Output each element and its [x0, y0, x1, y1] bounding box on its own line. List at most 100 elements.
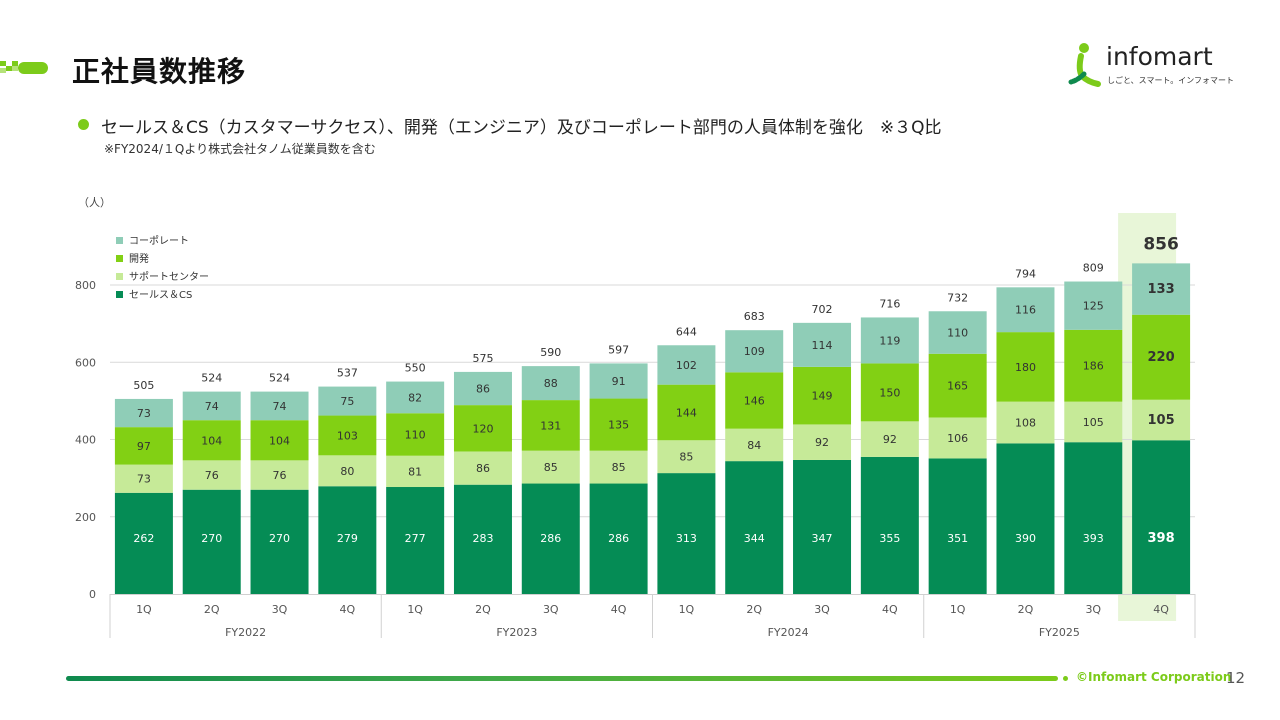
segment-label: 109	[744, 345, 765, 358]
bar-segment-support	[1064, 401, 1123, 443]
title-decoration	[0, 60, 48, 74]
group-label: FY2023	[496, 626, 537, 639]
group-label: FY2022	[225, 626, 266, 639]
bar-segment-corporate	[657, 345, 716, 385]
bar-segment-corporate	[928, 311, 987, 354]
segment-label: 75	[340, 395, 354, 408]
segment-label: 85	[679, 451, 693, 464]
segment-label: 283	[472, 532, 493, 545]
bar-segment-corporate	[250, 391, 309, 421]
bar-segment-dev	[114, 427, 173, 465]
segment-label: 114	[812, 339, 833, 352]
x-tick-label: 1Q	[136, 603, 152, 616]
segment-label: 73	[137, 473, 151, 486]
bar-segment-dev	[453, 405, 512, 452]
bar-segment-support	[928, 417, 987, 459]
segment-label: 73	[137, 407, 151, 420]
bar-segment-sales-cs	[657, 473, 716, 594]
x-tick-label: 2Q	[475, 603, 491, 616]
total-label: 505	[133, 379, 154, 392]
bar-segment-support	[318, 455, 377, 487]
segment-label: 92	[815, 436, 829, 449]
segment-label: 105	[1083, 416, 1104, 429]
segment-label: 144	[676, 406, 697, 419]
group-label: FY2024	[768, 626, 809, 639]
bar-segment-dev	[996, 332, 1055, 402]
segment-label: 150	[879, 386, 900, 399]
segment-label: 313	[676, 532, 697, 545]
y-tick-label: 0	[89, 588, 96, 601]
y-tick-label: 600	[75, 356, 96, 369]
total-label: 524	[269, 372, 290, 385]
total-label: 732	[947, 291, 968, 304]
y-tick-label: 200	[75, 511, 96, 524]
y-tick-label: 400	[75, 434, 96, 447]
legend-item: コーポレート	[116, 235, 189, 247]
bar-segment-corporate	[1132, 263, 1191, 315]
bar-segment-dev	[250, 420, 309, 461]
legend-item: セールス＆CS	[116, 289, 192, 301]
segment-label: 104	[201, 434, 222, 447]
segment-label: 81	[408, 465, 422, 478]
page-number: 12	[1226, 669, 1246, 687]
total-label: 550	[405, 362, 426, 375]
segment-label: 76	[205, 469, 219, 482]
bar-segment-corporate	[860, 317, 919, 364]
bar-segment-corporate	[521, 366, 580, 401]
segment-label: 119	[879, 334, 900, 347]
x-tick-label: 1Q	[407, 603, 423, 616]
total-label: 524	[201, 372, 222, 385]
bar-segment-corporate	[182, 391, 241, 421]
segment-label: 347	[812, 532, 833, 545]
segment-label: 125	[1083, 300, 1104, 313]
legend-label: コーポレート	[129, 235, 189, 247]
segment-label: 131	[540, 419, 561, 432]
bar-segment-sales-cs	[793, 459, 852, 594]
segment-label: 86	[476, 462, 490, 475]
x-tick-label: 3Q	[1085, 603, 1101, 616]
bar-segment-sales-cs	[114, 492, 173, 594]
bar-segment-sales-cs	[250, 489, 309, 594]
bar-segment-corporate	[725, 330, 784, 373]
bar-segment-sales-cs	[1132, 440, 1191, 594]
segment-label: 110	[405, 428, 426, 441]
segment-label: 97	[137, 440, 151, 453]
segment-label: 120	[472, 422, 493, 435]
copyright: ©Infomart Corporation	[1076, 670, 1232, 684]
segment-label: 393	[1083, 532, 1104, 545]
footer-gradient-line	[66, 676, 1058, 681]
total-label: 716	[879, 297, 900, 310]
bar-segment-sales-cs	[996, 443, 1055, 594]
bar-segment-sales-cs	[318, 486, 377, 594]
x-tick-label: 1Q	[950, 603, 966, 616]
infomart-logo: infomart しごと、スマート。インフォマート	[1068, 42, 1234, 90]
bar-segment-support	[386, 455, 445, 488]
bar-segment-support	[657, 440, 716, 474]
segment-label: 262	[133, 532, 154, 545]
bar-segment-support	[1132, 399, 1191, 441]
segment-label: 80	[340, 465, 354, 478]
bar-segment-corporate	[793, 322, 852, 367]
x-tick-label: 2Q	[204, 603, 220, 616]
x-tick-label: 3Q	[814, 603, 830, 616]
page-title: 正社員数推移	[72, 55, 247, 88]
bar-segment-support	[521, 450, 580, 484]
segment-label: 103	[337, 429, 358, 442]
segment-label: 286	[540, 532, 561, 545]
segment-label: 277	[405, 532, 426, 545]
segment-label: 110	[947, 327, 968, 340]
segment-label: 88	[544, 377, 558, 390]
x-tick-label: 1Q	[679, 603, 695, 616]
bar-segment-sales-cs	[725, 461, 784, 594]
bar-segment-support	[860, 421, 919, 457]
bar-segment-sales-cs	[1064, 442, 1123, 594]
bar-segment-support	[182, 460, 241, 490]
bar-segment-sales-cs	[521, 483, 580, 594]
logo-figure-icon	[1068, 43, 1101, 87]
segment-label: 180	[1015, 361, 1036, 374]
bar-segment-sales-cs	[386, 487, 445, 594]
legend-swatch	[116, 255, 123, 262]
segment-label: 76	[273, 469, 287, 482]
y-tick-label: 800	[75, 279, 96, 292]
